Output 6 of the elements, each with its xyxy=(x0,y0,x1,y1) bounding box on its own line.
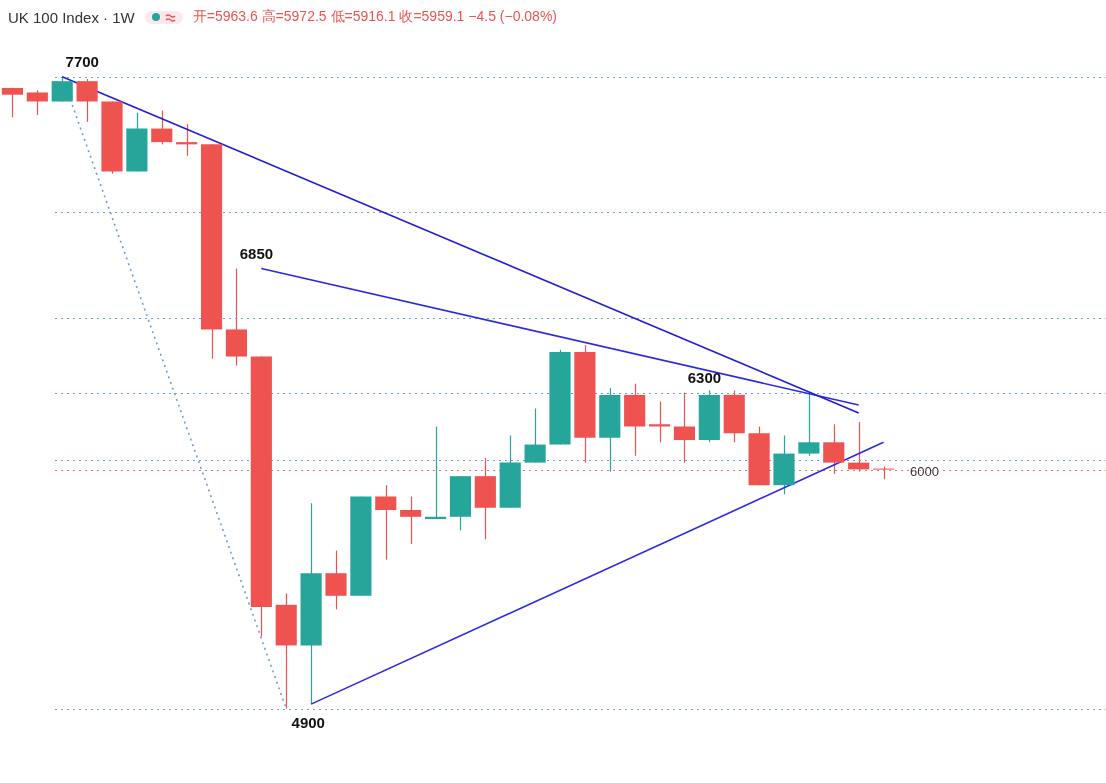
chart-subtitle: 开=5963.6 高=5972.5 低=5916.1 收=5959.1 −4.5 (−0.08%) xyxy=(192,8,558,26)
annotation: 6850 xyxy=(239,245,274,263)
annotation: 6300 xyxy=(687,369,722,387)
chart-title: UK 100 Index · 1W xyxy=(8,8,135,26)
annotation: 7700 xyxy=(65,53,99,71)
annotation: 4900 xyxy=(291,714,325,732)
